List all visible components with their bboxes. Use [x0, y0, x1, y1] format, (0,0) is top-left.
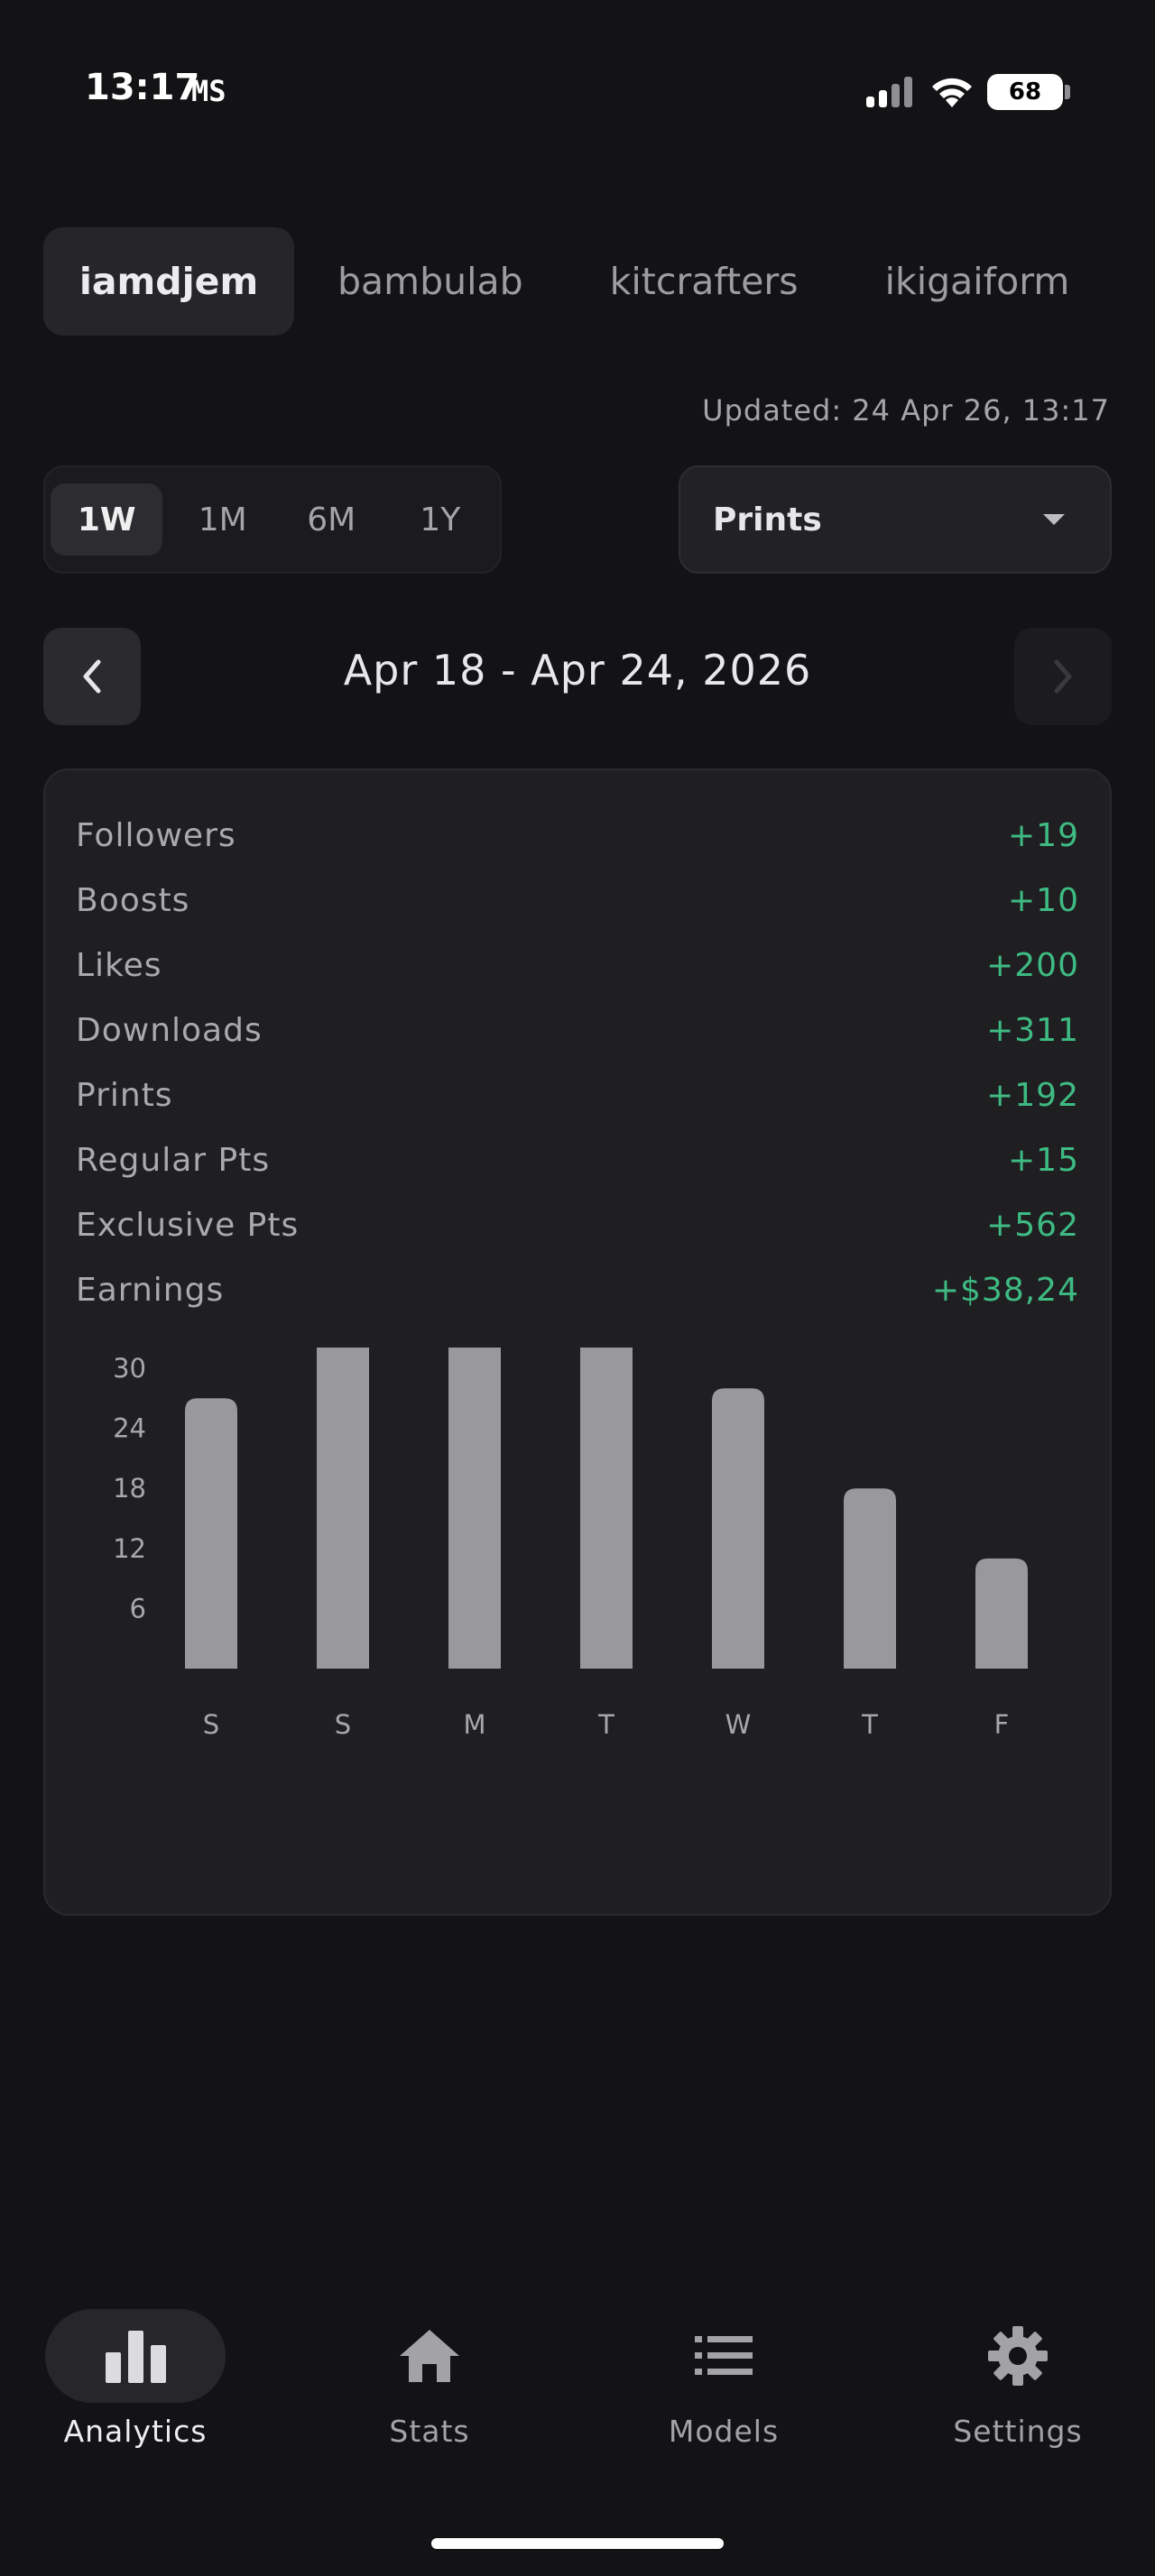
chart-bar: [448, 1348, 501, 1669]
y-tick-label: 6: [130, 1593, 146, 1624]
stat-label: Downloads: [76, 1011, 263, 1049]
signal-icon: [866, 77, 912, 107]
y-tick-label: 30: [113, 1353, 146, 1384]
nav-settings-icon-wrap: [928, 2309, 1108, 2403]
stat-value: +192: [986, 1076, 1079, 1114]
account-tab-ikigaiform[interactable]: ikigaiform: [884, 260, 1070, 303]
metric-dropdown[interactable]: Prints: [679, 465, 1112, 574]
stat-value: +200: [986, 946, 1079, 984]
nav-stats[interactable]: Stats: [321, 2309, 538, 2471]
y-tick-label: 12: [113, 1533, 146, 1564]
stat-value: +19: [1008, 816, 1079, 854]
nav-settings[interactable]: Settings: [910, 2309, 1126, 2471]
nav-stats-icon-wrap: [339, 2309, 520, 2403]
stat-label: Likes: [76, 946, 162, 984]
x-tick-label: F: [994, 1709, 1010, 1740]
stat-label: Prints: [76, 1076, 173, 1114]
stat-label: Earnings: [76, 1271, 225, 1309]
chart-bar: [712, 1388, 764, 1669]
stat-value: +15: [1008, 1141, 1079, 1179]
nav-analytics-icon-wrap: [45, 2309, 226, 2403]
account-tab-iamdjem[interactable]: iamdjem: [43, 227, 294, 336]
stat-label: Boosts: [76, 881, 190, 919]
battery-level: 68: [1008, 78, 1042, 106]
nav-label: Stats: [389, 2414, 470, 2449]
status-carrier: MS: [191, 74, 226, 108]
home-icon: [400, 2330, 459, 2382]
nav-label: Analytics: [63, 2414, 208, 2449]
chart-bar: [975, 1558, 1028, 1669]
period-selector: 1W 1M 6M 1Y: [43, 465, 502, 574]
account-tab-bambulab[interactable]: bambulab: [337, 260, 523, 303]
stat-row-earnings: Earnings +$38,24: [76, 1265, 1079, 1315]
x-tick-label: S: [335, 1709, 351, 1740]
period-6m[interactable]: 6M: [307, 501, 356, 538]
stat-row-regular-pts: Regular Pts +15: [76, 1135, 1079, 1185]
bar-chart-icon: [106, 2331, 166, 2383]
caret-down-icon: [1043, 514, 1065, 525]
date-range-label: Apr 18 - Apr 24, 2026: [343, 646, 812, 695]
battery-cap: [1065, 85, 1070, 99]
y-tick-label: 24: [113, 1413, 146, 1444]
stat-value: +10: [1008, 881, 1079, 919]
nav-models[interactable]: Models: [615, 2309, 832, 2471]
chevron-right-icon: [1054, 659, 1072, 694]
chart-bar: [317, 1348, 369, 1669]
stat-label: Followers: [76, 816, 236, 854]
gear-icon: [988, 2326, 1048, 2386]
status-time: 13:17: [85, 67, 200, 108]
stat-row-downloads: Downloads +311: [76, 1005, 1079, 1055]
battery-icon: 68: [987, 74, 1063, 110]
bottom-navigation: Analytics Stats Models: [0, 2309, 1155, 2489]
stat-value: +562: [986, 1206, 1079, 1244]
stat-value: +311: [986, 1011, 1079, 1049]
stat-row-prints: Prints +192: [76, 1070, 1079, 1120]
stat-label: Exclusive Pts: [76, 1206, 300, 1244]
chart-bar: [580, 1348, 633, 1669]
home-indicator: [431, 2538, 724, 2549]
previous-range-button[interactable]: [43, 628, 141, 725]
next-range-button[interactable]: [1014, 628, 1112, 725]
x-tick-label: M: [463, 1709, 485, 1740]
stat-row-exclusive-pts: Exclusive Pts +562: [76, 1200, 1079, 1250]
period-1y[interactable]: 1Y: [420, 501, 461, 538]
stat-label: Regular Pts: [76, 1141, 271, 1179]
stat-row-boosts: Boosts +10: [76, 875, 1079, 925]
period-1m[interactable]: 1M: [198, 501, 247, 538]
metric-dropdown-value: Prints: [713, 501, 822, 538]
nav-analytics[interactable]: Analytics: [27, 2309, 244, 2471]
updated-timestamp: Updated: 24 Apr 26, 13:17: [702, 393, 1110, 428]
stats-card: Followers +19 Boosts +10 Likes +200 Down…: [43, 768, 1112, 1916]
stat-row-likes: Likes +200: [76, 940, 1079, 990]
stat-row-followers: Followers +19: [76, 810, 1079, 860]
account-tabs: iamdjem bambulab kitcrafters ikigaiform: [43, 227, 1113, 336]
chart-bar: [185, 1398, 237, 1669]
chart-bar: [844, 1488, 896, 1669]
battery-indicator: 68: [987, 74, 1070, 110]
status-indicators: 68: [866, 70, 1070, 114]
y-tick-label: 18: [113, 1473, 146, 1504]
prints-bar-chart: 6121824303642SSMTWTF: [113, 1348, 1028, 1740]
x-tick-label: T: [861, 1709, 878, 1740]
account-tab-kitcrafters[interactable]: kitcrafters: [609, 260, 799, 303]
wifi-icon: [932, 78, 972, 107]
nav-models-icon-wrap: [633, 2309, 814, 2403]
chevron-left-icon: [83, 659, 101, 694]
x-tick-label: T: [597, 1709, 614, 1740]
stat-value: +$38,24: [931, 1271, 1079, 1309]
nav-label: Models: [668, 2414, 780, 2449]
list-icon: [695, 2336, 753, 2375]
period-1w[interactable]: 1W: [51, 483, 163, 556]
x-tick-label: W: [725, 1709, 752, 1740]
nav-label: Settings: [953, 2414, 1083, 2449]
x-tick-label: S: [203, 1709, 219, 1740]
status-bar: 13:17 MS 68: [0, 0, 1155, 180]
